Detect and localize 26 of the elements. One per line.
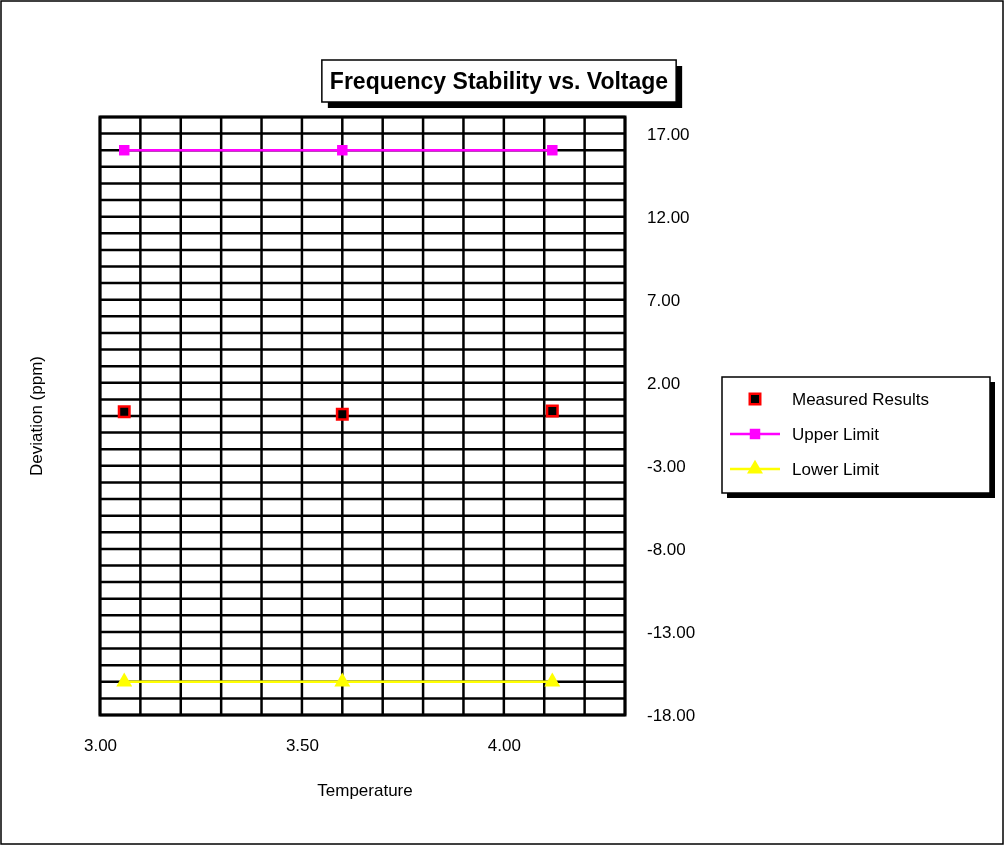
point	[547, 144, 558, 156]
point	[116, 672, 133, 687]
y-tick-label: 7.00	[647, 290, 681, 310]
point	[118, 144, 130, 156]
x-axis-title: Temperature	[317, 781, 413, 800]
y-tick-label: -18.00	[647, 705, 696, 725]
legend-label: Upper Limit	[792, 425, 880, 444]
point	[544, 672, 561, 687]
chart-title: Frequency Stability vs. Voltage	[329, 68, 669, 94]
y-tick-label: -3.00	[647, 456, 686, 476]
y-tick-label: -13.00	[647, 622, 696, 642]
point	[337, 144, 348, 156]
y-tick-label: 2.00	[647, 373, 681, 393]
x-tick-label: 3.00	[83, 736, 118, 756]
legend-label: Measured Results	[792, 390, 930, 409]
y-tick-label: -8.00	[647, 539, 686, 559]
y-tick-label: 17.00	[647, 124, 690, 144]
y-axis-title: Deviation (ppm)	[27, 356, 46, 476]
point	[117, 405, 131, 419]
y-tick-label: 12.00	[647, 207, 690, 227]
x-tick-label: 3.50	[285, 736, 319, 756]
point	[335, 407, 349, 421]
x-tick-label: 4.00	[487, 736, 521, 756]
point	[334, 672, 351, 687]
point	[545, 404, 559, 418]
legend-label: Lower Limit	[792, 460, 880, 479]
